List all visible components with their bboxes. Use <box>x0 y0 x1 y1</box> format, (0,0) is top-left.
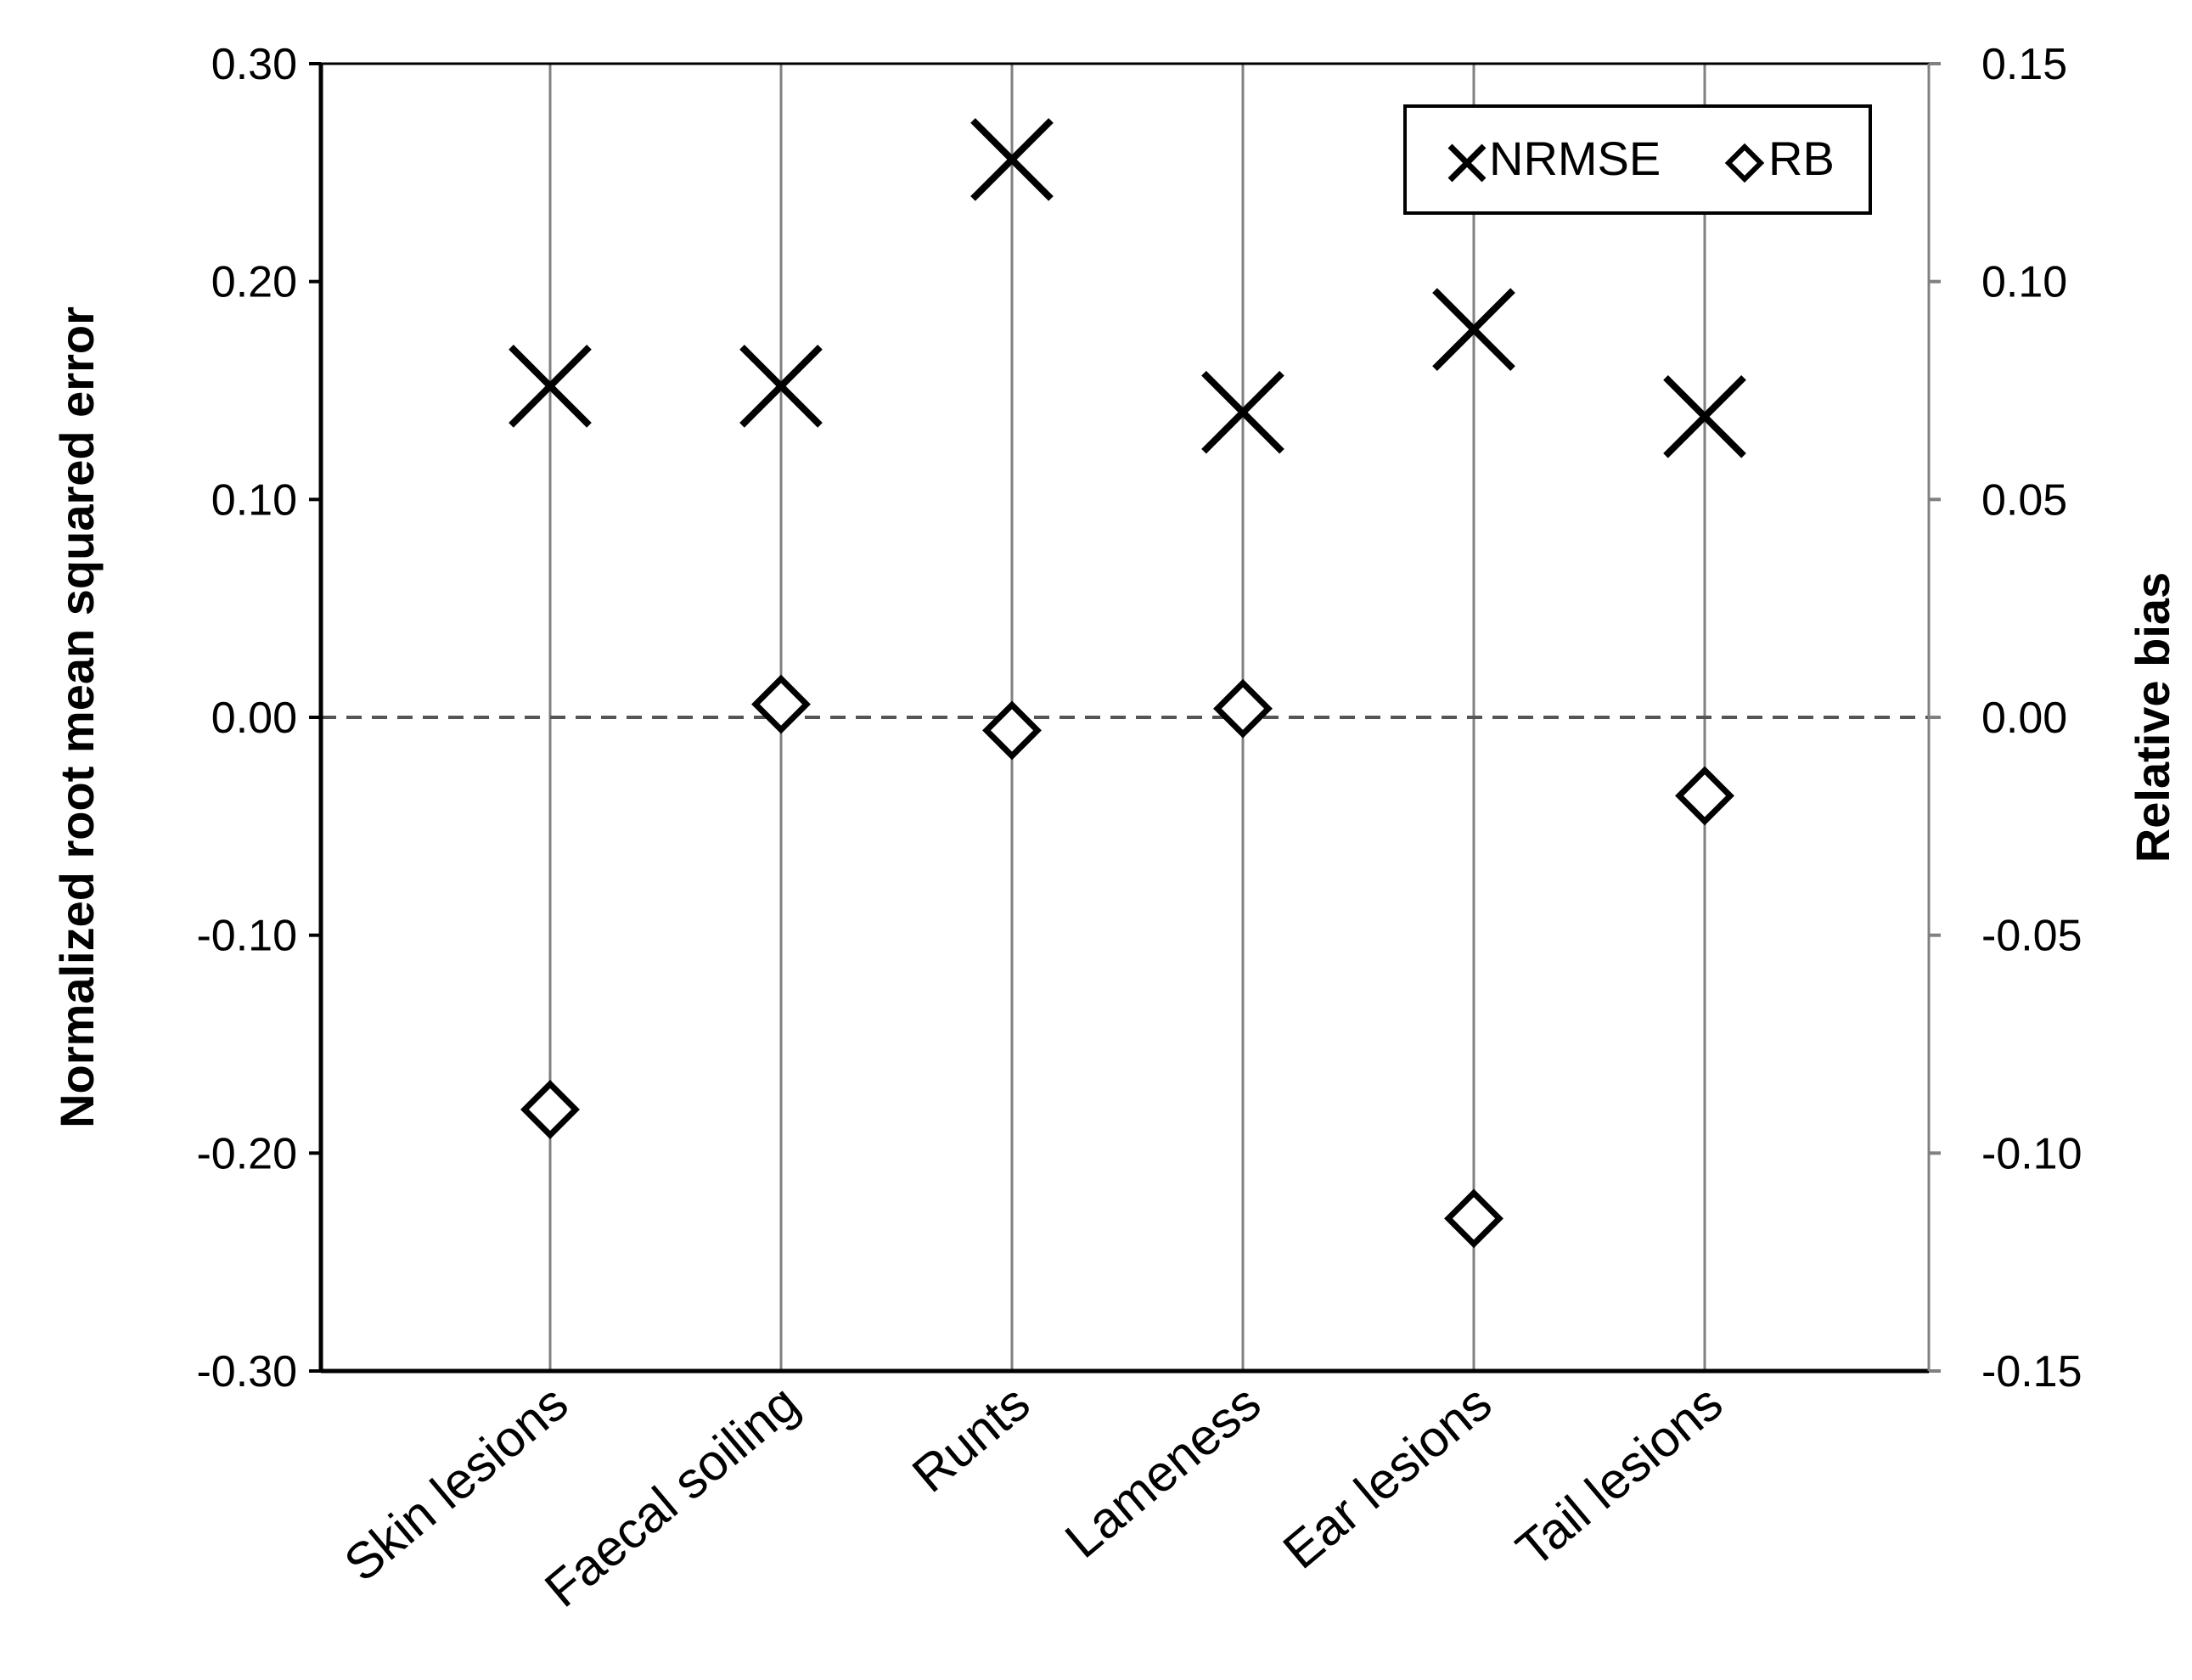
y-axis-title: Normalized root mean squared error <box>50 306 104 1128</box>
rb-point <box>1675 766 1734 826</box>
left-axis-ticks: -0.30 -0.20 -0.10 0.00 0.10 0.20 0.30 <box>196 40 321 1396</box>
nrmse-point <box>1432 288 1515 371</box>
category-label: Tail lesions <box>1505 1374 1733 1578</box>
left-tick-label: -0.10 <box>196 912 297 961</box>
right-axis-ticks: -0.15 -0.10 -0.05 0.00 0.05 0.10 0.15 <box>1929 40 2082 1396</box>
y2-axis-title: Relative bias <box>2126 572 2179 862</box>
right-tick-label: 0.00 <box>1981 694 2067 743</box>
nrmse-point <box>970 118 1054 201</box>
legend: NRMSE RB <box>1403 104 1872 215</box>
left-tick-label: 0.20 <box>211 258 297 307</box>
rb-point <box>1213 678 1273 739</box>
right-tick-label: 0.05 <box>1981 475 2067 525</box>
right-tick-label: -0.05 <box>1981 912 2082 961</box>
legend-rb-icon <box>1724 143 1765 183</box>
right-tick-label: -0.15 <box>1981 1347 2082 1396</box>
left-tick-label: 0.00 <box>211 694 297 743</box>
left-tick-label: 0.10 <box>211 475 297 525</box>
legend-label-rb: RB <box>1768 132 1835 185</box>
right-tick-label: -0.10 <box>1981 1129 2082 1178</box>
rb-point <box>751 674 811 734</box>
nrmse-point <box>509 345 592 428</box>
rb-point <box>982 700 1042 761</box>
left-tick-label: -0.30 <box>196 1347 297 1396</box>
plot-area <box>318 62 1931 1374</box>
data-markers <box>509 118 1746 1249</box>
nrmse-point <box>1663 374 1746 458</box>
nrmse-point <box>1201 370 1284 454</box>
left-tick-label: 0.30 <box>211 40 297 89</box>
left-tick-label: -0.20 <box>196 1129 297 1178</box>
category-label: Ear lesions <box>1273 1374 1502 1580</box>
right-tick-label: 0.15 <box>1981 40 2067 89</box>
legend-nrmse-icon <box>1447 143 1487 183</box>
legend-label-nrmse: NRMSE <box>1489 132 1661 185</box>
legend-box <box>1403 104 1872 215</box>
category-label: Runts <box>902 1374 1040 1503</box>
right-tick-label: 0.10 <box>1981 258 2067 307</box>
nrmse-point <box>739 345 823 428</box>
category-label: Faecal soiling <box>534 1374 809 1618</box>
category-label: Lameness <box>1054 1374 1271 1569</box>
category-label: Skin lesions <box>334 1374 578 1593</box>
rb-point <box>1444 1188 1503 1249</box>
rb-point <box>520 1080 580 1139</box>
